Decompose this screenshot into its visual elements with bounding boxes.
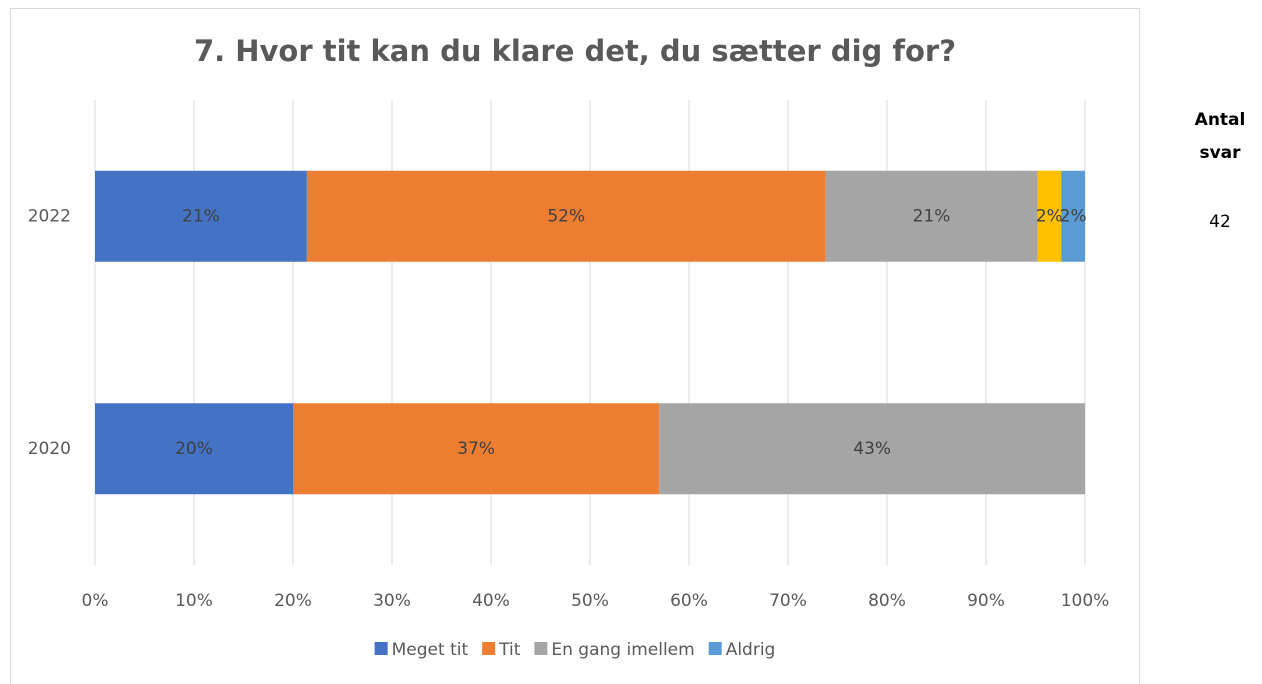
x-tick-label: 50%: [571, 591, 609, 611]
x-tick-label: 40%: [472, 591, 510, 611]
bar-segment: [306, 170, 826, 262]
chart-title: 7. Hvor tit kan du klare det, du sætter …: [194, 34, 956, 68]
x-tick-label: 90%: [967, 591, 1005, 611]
legend-swatch: [482, 642, 496, 655]
data-label: 20%: [175, 439, 213, 459]
chart-border: [10, 8, 1140, 684]
bar-segment: [95, 170, 307, 262]
x-tick-label: 80%: [868, 591, 906, 611]
data-label: 21%: [182, 206, 220, 226]
counts-header: Antal svar: [1194, 110, 1246, 163]
x-tick-label: 100%: [1061, 591, 1110, 611]
data-label: 52%: [547, 206, 585, 226]
data-label: 2%: [1060, 206, 1087, 226]
chart: 7. Hvor tit kan du klare det, du sætter …: [10, 8, 1140, 684]
bar-segment: [1061, 170, 1085, 262]
x-tick-label: 0%: [82, 591, 109, 611]
x-tick-label: 10%: [175, 591, 213, 611]
y-tick-label: 2020: [28, 439, 71, 459]
legend-swatch: [708, 642, 722, 655]
x-tick-label: 70%: [769, 591, 807, 611]
legend: Meget tit Tit En gang imellem Aldrig: [374, 640, 776, 660]
legend-label: Meget tit: [392, 640, 469, 660]
x-tick-label: 60%: [670, 591, 708, 611]
data-label: 21%: [913, 206, 951, 226]
x-tick-label: 30%: [373, 591, 411, 611]
legend-label: Tit: [498, 640, 521, 660]
data-label: 2%: [1036, 206, 1063, 226]
legend-swatch: [374, 642, 388, 655]
bar-segment: [95, 403, 293, 495]
data-label: 43%: [853, 439, 891, 459]
y-tick-label: 2022: [28, 206, 71, 226]
bar-segment: [659, 403, 1085, 495]
legend-label: Aldrig: [726, 640, 776, 660]
x-tick-label: 20%: [274, 591, 312, 611]
legend-label: En gang imellem: [551, 640, 694, 660]
legend-swatch: [534, 642, 548, 655]
bar-segment: [825, 170, 1038, 262]
bar-segment: [1037, 170, 1062, 262]
data-label: 37%: [457, 439, 495, 459]
bar-segment: [293, 403, 660, 495]
count: 42: [1209, 212, 1231, 232]
